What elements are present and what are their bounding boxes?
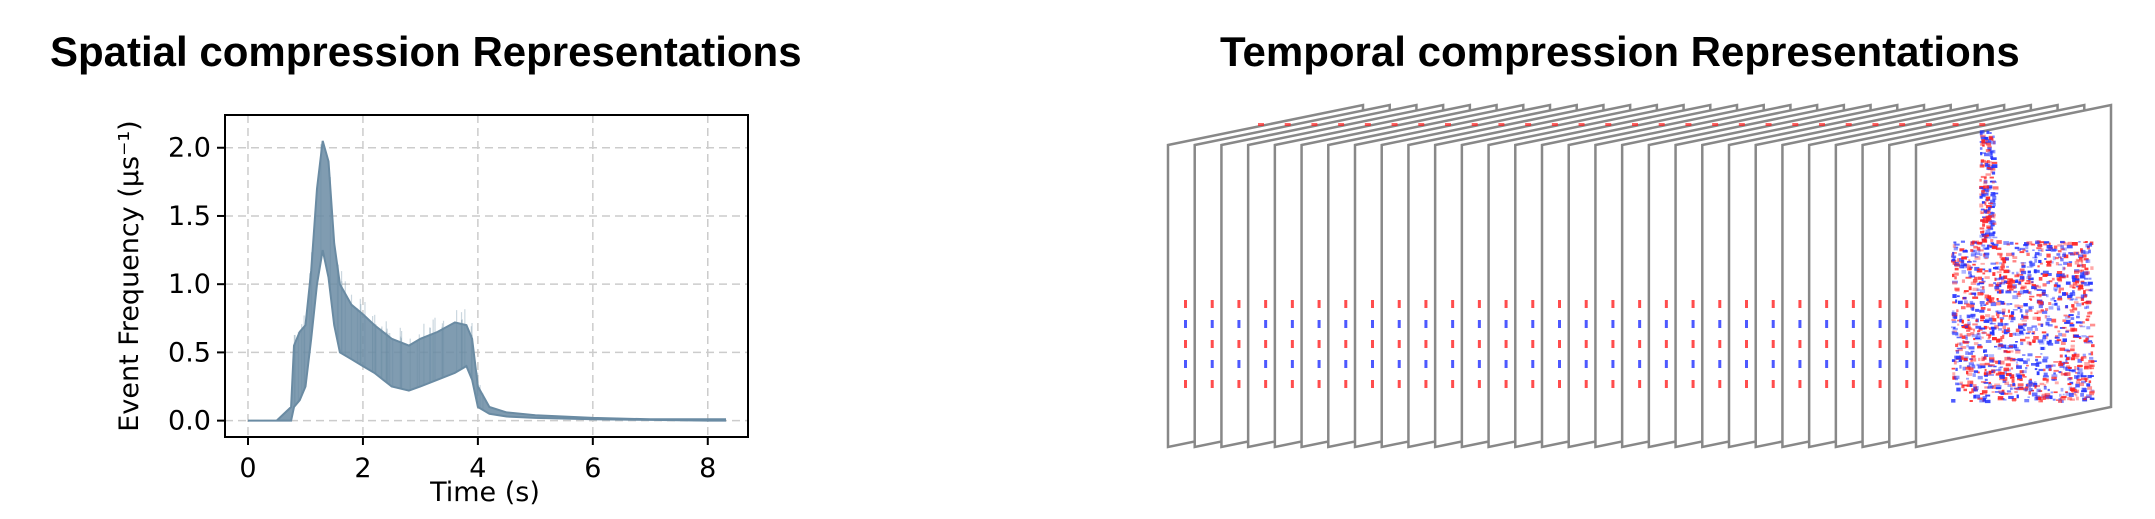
y-tick-label: 1.5 [168, 201, 211, 232]
event-frequency-band [248, 141, 725, 421]
spatial-plot: 0 2 4 6 80.00.51.01.52.0Time (s)Event Freque… [114, 115, 748, 508]
y-tick-label: 0.0 [168, 406, 211, 437]
x-tick-label: 8 [699, 453, 716, 484]
x-tick-label: 2 [354, 453, 371, 484]
x-tick-label: 0 [239, 453, 256, 484]
event-frame-front [1916, 105, 2111, 447]
x-tick-label: 6 [584, 453, 601, 484]
temporal-frames [1168, 105, 2111, 447]
y-axis-label: Event Frequency (μs⁻¹) [114, 120, 145, 431]
y-tick-label: 1.0 [168, 269, 211, 300]
y-tick-label: 2.0 [168, 133, 211, 164]
y-tick-label: 0.5 [168, 337, 211, 368]
x-axis-label: Time (s) [429, 477, 540, 508]
